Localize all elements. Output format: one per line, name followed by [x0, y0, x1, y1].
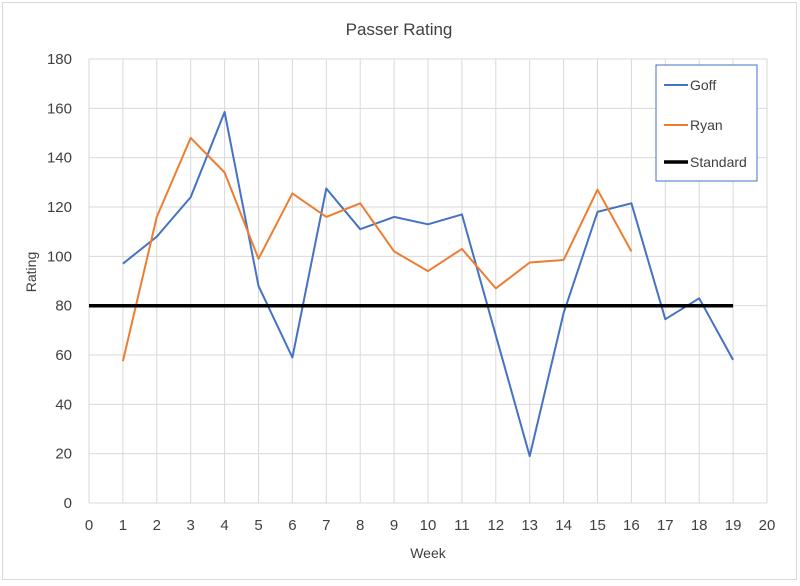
legend-label-goff: Goff [690, 77, 716, 93]
grid-lines [88, 58, 768, 504]
y-tick-label: 160 [47, 100, 72, 117]
y-tick-label: 180 [47, 51, 72, 68]
x-tick-label: 19 [725, 517, 742, 534]
series-line-ryan [121, 136, 633, 362]
legend: Goff Ryan Standard [655, 64, 758, 182]
x-tick-label: 18 [691, 517, 708, 534]
y-tick-label: 120 [47, 199, 72, 216]
x-tick-label: 10 [420, 517, 437, 534]
chart-title: Passer Rating [346, 20, 453, 39]
y-tick-label: 60 [55, 347, 72, 364]
x-tick-label: 14 [555, 517, 572, 534]
x-tick-labels: 0 1 2 3 4 5 6 7 8 9 10 11 12 13 14 15 16 17 18 19 20 [85, 517, 776, 534]
legend-label-ryan: Ryan [690, 117, 723, 133]
x-tick-label: 17 [657, 517, 674, 534]
x-tick-label: 1 [119, 517, 127, 534]
y-tick-label: 20 [55, 446, 72, 463]
x-axis-label: Week [410, 545, 447, 561]
x-tick-label: 5 [254, 517, 262, 534]
x-tick-label: 13 [521, 517, 538, 534]
x-tick-label: 8 [356, 517, 364, 534]
x-tick-label: 20 [759, 517, 776, 534]
x-tick-label: 4 [220, 517, 228, 534]
x-tick-label: 0 [85, 517, 93, 534]
series-line-goff [122, 111, 734, 458]
x-tick-label: 9 [390, 517, 398, 534]
legend-label-standard: Standard [690, 154, 747, 170]
x-tick-label: 7 [322, 517, 330, 534]
y-tick-label: 40 [55, 396, 72, 413]
x-tick-label: 6 [288, 517, 296, 534]
x-tick-label: 16 [623, 517, 640, 534]
y-tick-label: 140 [47, 150, 72, 167]
x-tick-label: 12 [487, 517, 504, 534]
y-axis-label: Rating [23, 252, 39, 292]
x-tick-label: 15 [589, 517, 606, 534]
series-lines [89, 111, 734, 458]
x-tick-label: 3 [187, 517, 195, 534]
y-tick-label: 0 [64, 495, 72, 512]
x-tick-label: 2 [153, 517, 161, 534]
y-tick-label: 80 [55, 298, 72, 315]
y-tick-label: 100 [47, 248, 72, 265]
x-tick-label: 11 [454, 517, 470, 534]
y-tick-labels: 0 20 40 60 80 100 120 140 160 180 [47, 51, 72, 512]
